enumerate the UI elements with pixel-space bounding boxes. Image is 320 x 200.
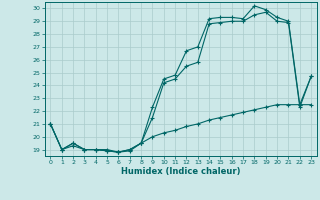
- X-axis label: Humidex (Indice chaleur): Humidex (Indice chaleur): [121, 167, 241, 176]
